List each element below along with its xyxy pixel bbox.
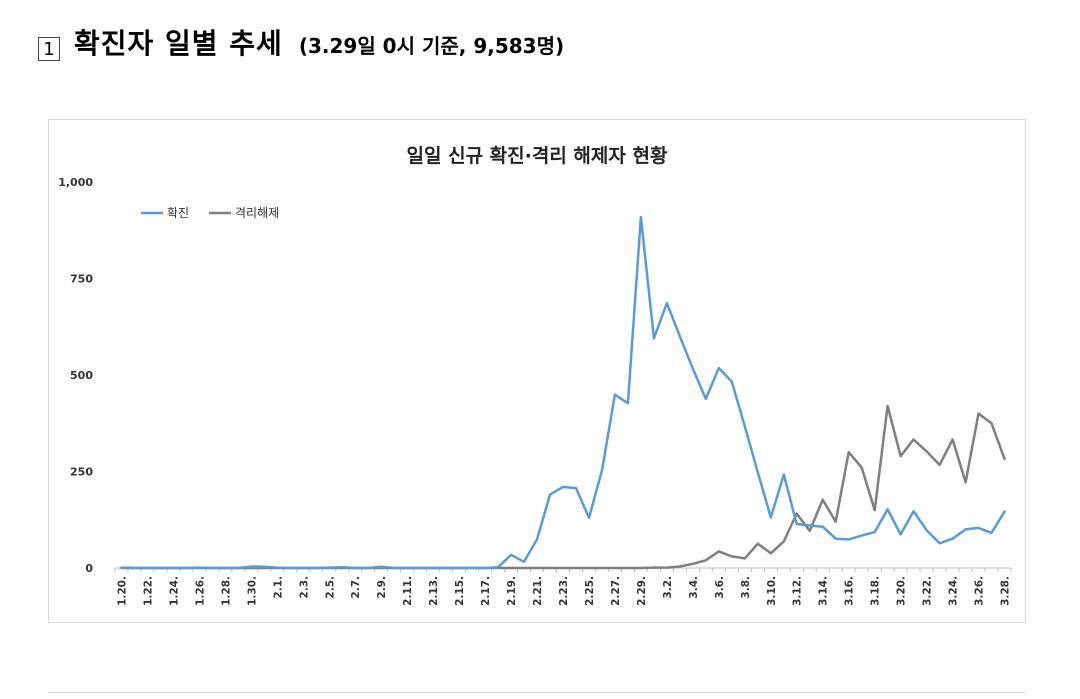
x-tick-label: 1.24. <box>168 576 180 606</box>
x-tick-label: 1.22. <box>142 576 154 606</box>
x-tick-label: 3.12. <box>792 576 804 606</box>
x-tick-label: 3.26. <box>974 576 986 606</box>
y-axis: 0 250 500 750 1,000 <box>58 176 93 575</box>
x-tick-label: 2.9. <box>376 576 388 599</box>
y-tick-label: 750 <box>70 273 93 286</box>
x-tick-label: 2.11. <box>402 576 414 606</box>
x-tick-label: 3.6. <box>714 576 726 599</box>
x-tick-label: 2.13. <box>428 576 440 606</box>
x-tick-label: 3.14. <box>818 576 830 606</box>
y-tick-label: 1,000 <box>58 176 93 189</box>
x-tick-label: 1.28. <box>220 576 232 606</box>
x-tick-label: 3.24. <box>948 576 960 606</box>
chart-title: 일일 신규 확진·격리 해제자 현황 <box>407 144 668 167</box>
section-title: 확진자 일별 추세 <box>74 27 283 60</box>
y-tick-label: 500 <box>70 369 93 382</box>
section-number-box: 1 <box>38 37 60 61</box>
legend: 확진 격리해제 <box>141 206 279 220</box>
section-subtitle: (3.29일 0시 기준, 9,583명) <box>298 34 565 58</box>
x-tick-label: 3.16. <box>844 576 856 606</box>
x-tick-label: 1.20. <box>116 576 128 606</box>
legend-label: 확진 <box>167 206 189 220</box>
x-tick-label: 3.22. <box>922 576 934 606</box>
y-tick-label: 250 <box>70 466 93 479</box>
series-lines <box>120 215 1006 570</box>
x-tick-label: 3.10. <box>766 576 778 606</box>
x-axis: 1.20. 1.22. 1.24. 1.26. 1.28. 1.30. 2.1. 2.3. 2.… <box>114 567 1012 606</box>
x-tick-label: 2.21. <box>532 576 544 606</box>
x-tick-label: 2.23. <box>558 576 570 606</box>
x-tick-label: 3.20. <box>896 576 908 606</box>
line-chart: 일일 신규 확진·격리 해제자 현황 0 250 500 750 1,000 1.20.… <box>58 144 1012 606</box>
x-tick-label: 2.17. <box>480 576 492 606</box>
bottom-divider <box>48 692 1026 693</box>
x-tick-label: 3.18. <box>870 576 882 606</box>
section-heading: 1 확진자 일별 추세 (3.29일 0시 기준, 9,583명) <box>38 22 564 62</box>
x-tick-label: 3.28. <box>1000 576 1012 606</box>
x-tick-label: 2.1. <box>272 576 284 599</box>
x-tick-label: 2.15. <box>454 576 466 606</box>
x-tick-label: 2.29. <box>636 576 648 606</box>
x-tick-label: 2.19. <box>506 576 518 606</box>
chart-frame: 일일 신규 확진·격리 해제자 현황 0 250 500 750 1,000 1.20.… <box>48 119 1026 623</box>
x-tick-label: 1.26. <box>194 576 206 606</box>
x-tick-label: 2.7. <box>350 576 362 599</box>
x-tick-label: 2.25. <box>584 576 596 606</box>
x-tick-label: 2.3. <box>298 576 310 599</box>
x-tick-label: 3.2. <box>662 576 674 599</box>
x-tick-label: 3.8. <box>740 576 752 599</box>
x-tick-label: 2.27. <box>610 576 622 606</box>
legend-label: 격리해제 <box>235 206 279 220</box>
y-tick-label: 0 <box>85 562 93 575</box>
series-line <box>120 215 1006 570</box>
x-tick-label: 1.30. <box>246 576 258 606</box>
x-tick-label: 2.5. <box>324 576 336 599</box>
x-tick-label: 3.4. <box>688 576 700 599</box>
